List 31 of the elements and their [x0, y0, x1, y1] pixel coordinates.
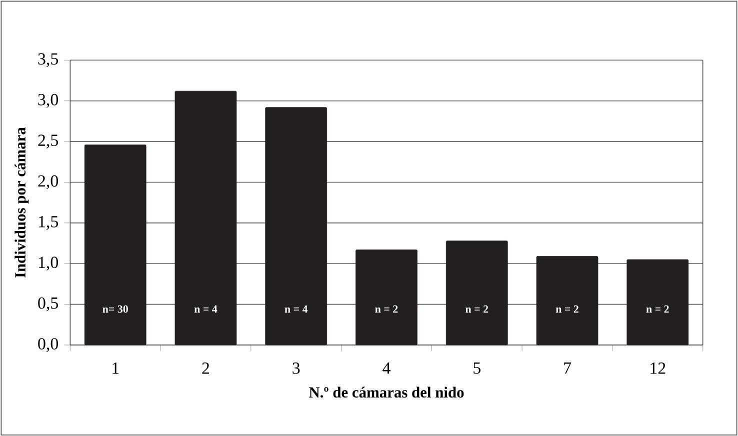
- annotation: n = 2: [556, 305, 578, 313]
- annotation: n = 2: [466, 305, 488, 313]
- bar: [265, 107, 328, 346]
- y-tick-label: 0,0: [38, 338, 58, 352]
- y-axis-title: Individuos por cámara: [14, 127, 29, 278]
- y-tick-label: 1,5: [38, 216, 58, 230]
- bar: [446, 240, 508, 346]
- bar: [626, 259, 689, 346]
- annotation: n = 4: [284, 305, 308, 313]
- x-tick-label: 4: [382, 362, 390, 374]
- bar: [356, 250, 418, 346]
- x-tick-label: 7: [564, 362, 572, 374]
- y-tick-label: 0,5: [38, 297, 58, 312]
- y-tick-label: 3,0: [38, 94, 58, 108]
- x-tick-label: 1: [112, 362, 119, 374]
- annotation: n = 4: [194, 305, 218, 313]
- y-tick-label: 1,0: [38, 256, 58, 270]
- x-tick-label: 5: [474, 362, 480, 374]
- x-axis-title: N.º de cámaras del nido: [309, 386, 464, 398]
- x-tick-label: 12: [650, 362, 666, 374]
- bar: [84, 144, 146, 346]
- bar: [536, 256, 598, 346]
- x-tick-label: 2: [202, 362, 210, 374]
- bar: [174, 90, 237, 346]
- y-tick-label: 2,5: [38, 134, 58, 148]
- annotation: n = 2: [375, 305, 398, 313]
- annotation: n = 2: [646, 305, 669, 313]
- x-tick-label: 3: [292, 362, 300, 374]
- annotation: n= 30: [102, 305, 128, 313]
- y-tick-label: 2,0: [38, 175, 58, 190]
- y-tick-label: 3,5: [38, 53, 58, 67]
